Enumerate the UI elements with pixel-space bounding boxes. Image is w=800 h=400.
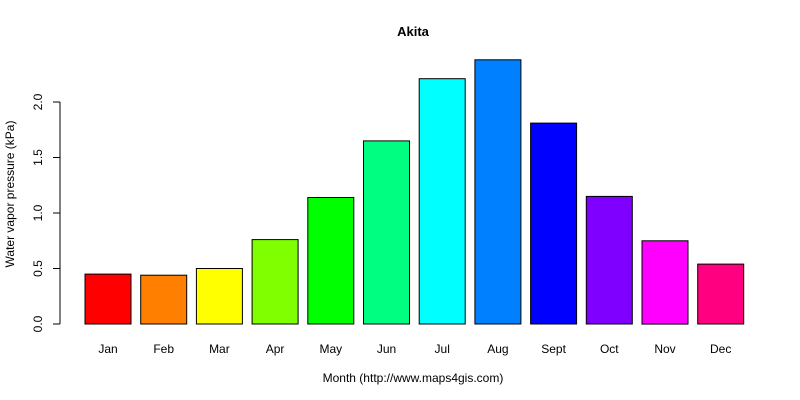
- x-axis-label: Month (http://www.maps4gis.com): [323, 371, 504, 385]
- bar-aug: [474, 59, 522, 325]
- x-tick-label: Sept: [541, 342, 566, 356]
- x-tick-label: Feb: [153, 342, 174, 356]
- y-tick-label: 0.0: [31, 315, 45, 332]
- y-axis-label: Water vapor pressure (kPa): [3, 121, 17, 268]
- bars-group: [84, 59, 745, 325]
- bar-apr: [251, 239, 299, 325]
- bar-nov: [641, 240, 689, 325]
- bar-may: [307, 197, 355, 325]
- y-axis: 0.0 0.5 1.0 1.5 2.0: [31, 93, 61, 332]
- bar-jun: [363, 140, 410, 325]
- x-tick-label: Apr: [266, 342, 285, 356]
- x-tick-label: Aug: [487, 342, 508, 356]
- bar-sept: [530, 122, 578, 325]
- y-tick-label: 2.0: [31, 93, 45, 110]
- bar-mar: [195, 268, 243, 325]
- bar-jul: [418, 78, 466, 325]
- x-tick-label: Nov: [654, 342, 675, 356]
- x-tick-label: Jul: [435, 342, 450, 356]
- bar-dec: [697, 263, 745, 325]
- x-tick-label: Mar: [209, 342, 230, 356]
- chart-title: Akita: [397, 24, 430, 39]
- bar-jan: [84, 273, 132, 325]
- y-tick-label: 1.5: [31, 149, 45, 166]
- x-tick-label: Dec: [710, 342, 731, 356]
- x-tick-labels: Jan Feb Mar Apr May Jun Jul Aug Sept Oct Nov Dec: [98, 342, 731, 356]
- bar-feb: [140, 274, 188, 325]
- y-tick-label: 0.5: [31, 260, 45, 277]
- x-tick-label: Oct: [600, 342, 619, 356]
- x-tick-label: May: [319, 342, 342, 356]
- y-tick-label: 1.0: [31, 204, 45, 221]
- bar-oct: [585, 195, 633, 325]
- x-tick-label: Jan: [98, 342, 117, 356]
- x-tick-label: Jun: [377, 342, 396, 356]
